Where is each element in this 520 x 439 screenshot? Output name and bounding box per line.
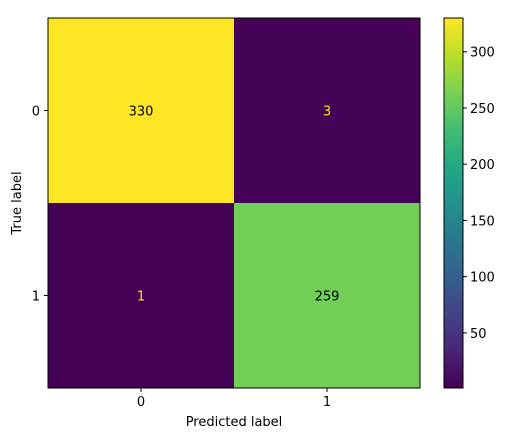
- heatmap-cell-r1-c0: [48, 203, 234, 388]
- y-axis-label: True label: [10, 171, 25, 235]
- colorbar: [444, 18, 463, 388]
- x-axis-label: Predicted label: [186, 415, 283, 430]
- cell-value-label: 330: [129, 105, 154, 120]
- colorbar-tick-label: 50: [470, 327, 487, 342]
- colorbar-tick-label: 150: [470, 214, 495, 229]
- colorbar-frame: [443, 17, 464, 389]
- x-tick-label: 0: [137, 395, 145, 410]
- colorbar-tick-label: 100: [470, 271, 495, 286]
- colorbar-tick-label: 200: [470, 158, 495, 173]
- cell-value-label: 1: [137, 290, 145, 305]
- heatmap-cell-r0-c0: [48, 18, 234, 203]
- y-tick-label: 0: [32, 105, 40, 120]
- colorbar-tick-label: 300: [470, 46, 495, 61]
- heatmap-cell-r0-c1: [234, 18, 420, 203]
- cell-value-label: 259: [315, 290, 340, 305]
- cell-value-label: 3: [323, 105, 331, 120]
- colorbar-tick-label: 250: [470, 102, 495, 117]
- heatmap-cell-r1-c1: [234, 203, 420, 388]
- heatmap-frame: [47, 17, 421, 389]
- y-tick-label: 1: [32, 290, 40, 305]
- x-tick-label: 1: [323, 395, 331, 410]
